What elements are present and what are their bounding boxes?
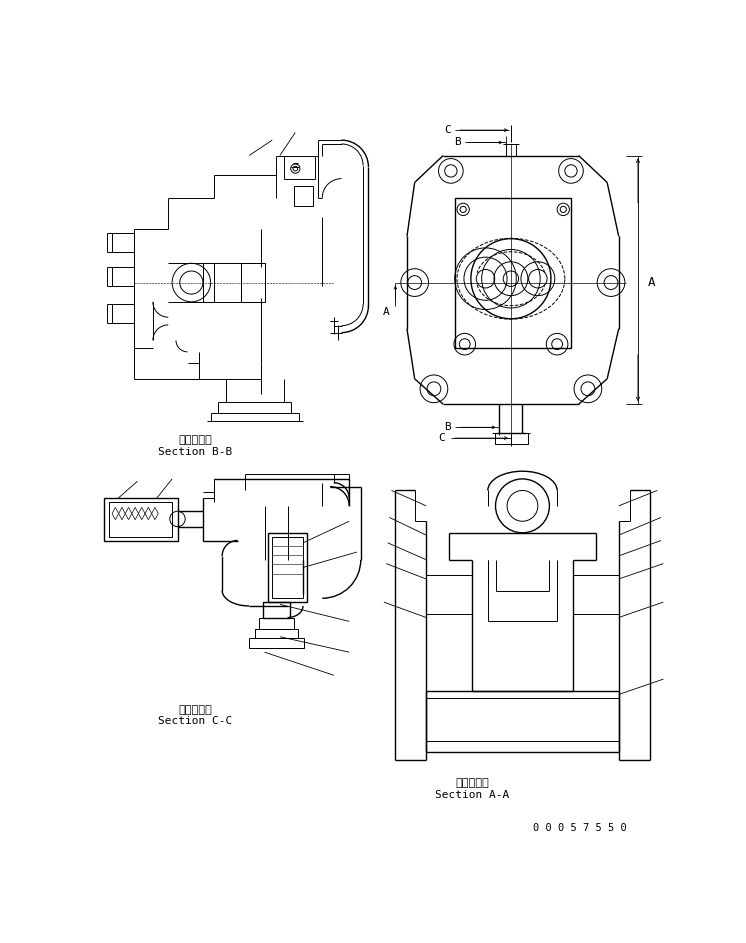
Text: A: A	[648, 276, 656, 290]
Bar	[263, 603, 290, 618]
Text: B: B	[444, 422, 451, 432]
Text: 断面Ｃ－Ｃ: 断面Ｃ－Ｃ	[178, 705, 212, 715]
Bar	[272, 537, 303, 598]
Bar	[242, 263, 265, 302]
Text: 断面Ａ－Ａ: 断面Ａ－Ａ	[456, 778, 489, 788]
Bar	[249, 638, 304, 648]
Text: A: A	[383, 306, 389, 317]
Text: B: B	[454, 138, 461, 147]
Bar	[254, 629, 298, 638]
Bar	[495, 433, 528, 444]
Bar	[269, 533, 307, 603]
Bar	[259, 618, 294, 629]
Bar	[104, 498, 178, 540]
Bar	[109, 502, 172, 537]
Text: Section C-C: Section C-C	[158, 717, 232, 726]
Text: 0 0 0 5 7 5 5 0: 0 0 0 5 7 5 5 0	[533, 822, 627, 833]
Text: 断面Ｂ－Ｂ: 断面Ｂ－Ｂ	[178, 436, 212, 445]
Text: C: C	[444, 125, 451, 135]
Text: Section A-A: Section A-A	[435, 789, 510, 800]
Text: Section B-B: Section B-B	[158, 447, 232, 457]
Text: C: C	[439, 433, 445, 443]
Bar	[456, 198, 571, 348]
Bar	[294, 187, 313, 206]
